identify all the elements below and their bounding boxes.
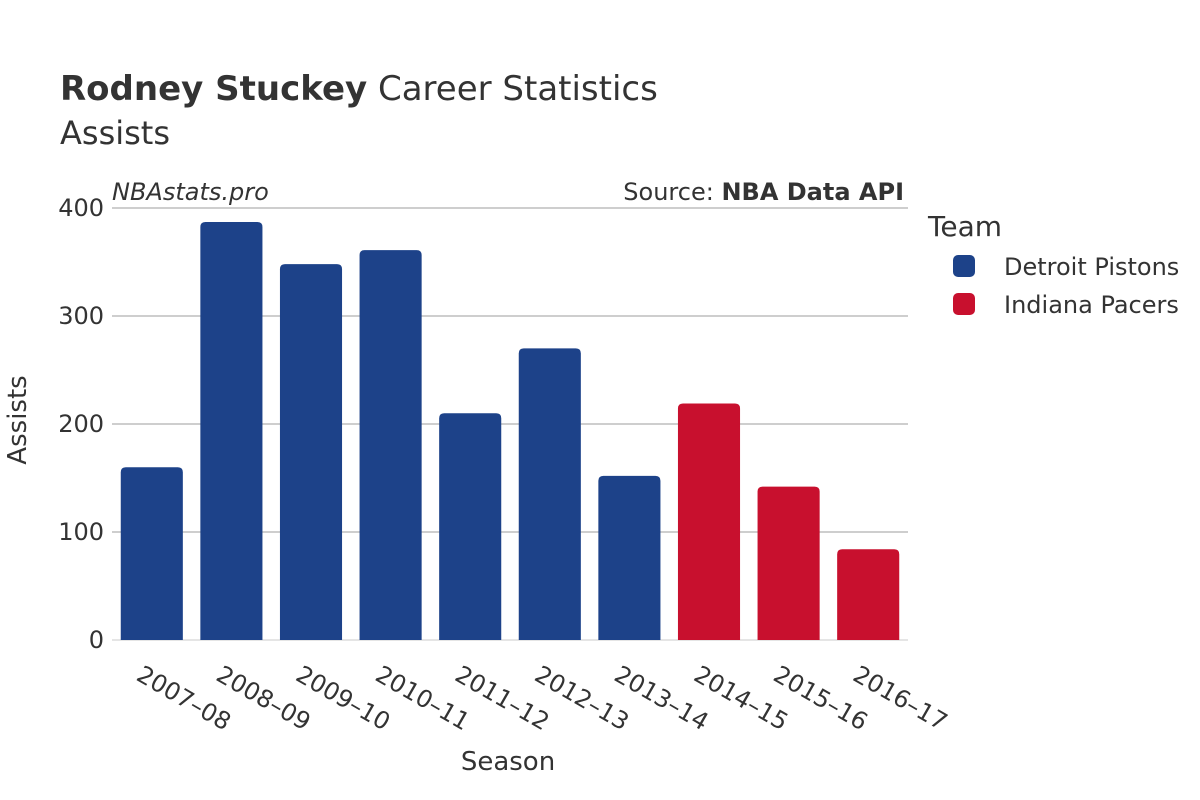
y-axis-label: Assists [3, 375, 33, 464]
bar-detroit-pistons-2007–08 [120, 467, 183, 640]
watermark: NBAstats.pro [112, 178, 269, 206]
bars [120, 222, 900, 641]
bar-detroit-pistons-2013–14 [598, 475, 661, 640]
legend-item-label: Indiana Pacers [1004, 291, 1179, 319]
source-prefix: Source: [623, 178, 721, 206]
y-tick-label: 100 [58, 518, 104, 546]
bar-indiana-pacers-2014–15 [677, 403, 741, 640]
x-axis-label: Season [461, 747, 555, 777]
bar-indiana-pacers-2015–16 [757, 486, 820, 640]
bar-indiana-pacers-2016–17 [837, 549, 900, 640]
legend: Team Detroit Pistons Indiana Pacers [927, 210, 1179, 319]
y-tick-label: 300 [58, 302, 104, 330]
legend-title: Team [927, 210, 1002, 243]
bar-detroit-pistons-2009–10 [279, 264, 343, 640]
bar-detroit-pistons-2008–09 [200, 222, 263, 641]
legend-swatch [953, 293, 975, 315]
bar-detroit-pistons-2010–11 [359, 250, 422, 640]
legend-swatch [953, 255, 975, 277]
source-name: NBA Data API [721, 178, 904, 206]
source-credit: Source: NBA Data API [623, 178, 904, 206]
bar-detroit-pistons-2011–12 [439, 413, 502, 640]
x-axis-ticks: 2007–082008–092009–102010–112011–122012–… [132, 660, 952, 736]
legend-item-label: Detroit Pistons [1004, 253, 1179, 281]
chart-title: Rodney Stuckey Career Statistics [60, 69, 658, 109]
y-tick-label: 200 [58, 410, 104, 438]
chart-title-bold: Rodney Stuckey [60, 69, 367, 109]
chart-title-rest: Career Statistics [367, 69, 658, 109]
y-tick-label: 400 [58, 194, 104, 222]
y-axis-ticks: 0 100 200 300 400 [58, 194, 104, 654]
bar-detroit-pistons-2012–13 [518, 348, 581, 640]
chart-subtitle: Assists [60, 114, 170, 152]
y-tick-label: 0 [89, 626, 104, 654]
